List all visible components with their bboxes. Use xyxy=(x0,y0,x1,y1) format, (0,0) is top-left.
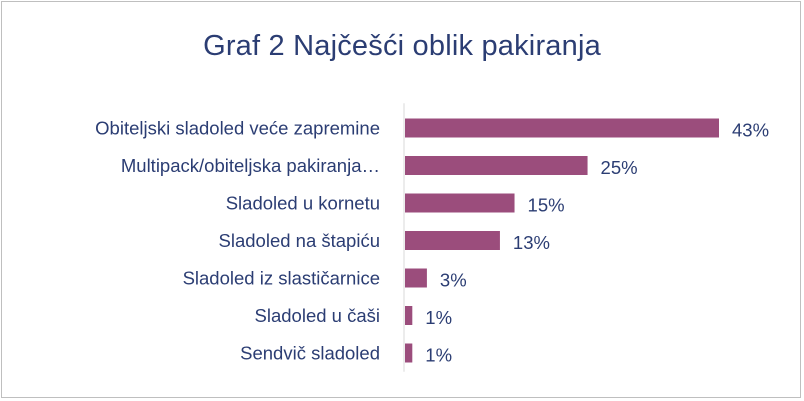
chart-title: Graf 2 Najčešći oblik pakiranja xyxy=(203,30,601,62)
data-label: 43% xyxy=(732,120,769,141)
category-label: Multipack/obiteljska pakiranja… xyxy=(121,155,380,176)
bar xyxy=(405,231,500,250)
bar xyxy=(405,343,413,363)
category-label: Sladoled u čaši xyxy=(255,305,380,326)
category-label: Sendvič sladoled xyxy=(240,343,380,364)
bar xyxy=(405,156,588,175)
bar xyxy=(405,118,719,138)
data-label: 15% xyxy=(528,195,565,216)
data-label: 13% xyxy=(513,232,550,253)
bar xyxy=(405,268,427,288)
category-label: Sladoled iz slastičarnice xyxy=(183,268,380,289)
category-label: Sladoled na štapiću xyxy=(219,230,380,251)
category-label: Sladoled u kornetu xyxy=(226,193,380,214)
bar xyxy=(405,193,515,213)
category-label: Obiteljski sladoled veće zapremine xyxy=(95,118,380,139)
data-label: 25% xyxy=(601,157,638,178)
bar xyxy=(405,306,413,325)
data-label: 1% xyxy=(425,307,452,328)
data-label: 3% xyxy=(440,270,467,291)
data-label: 1% xyxy=(425,345,452,366)
